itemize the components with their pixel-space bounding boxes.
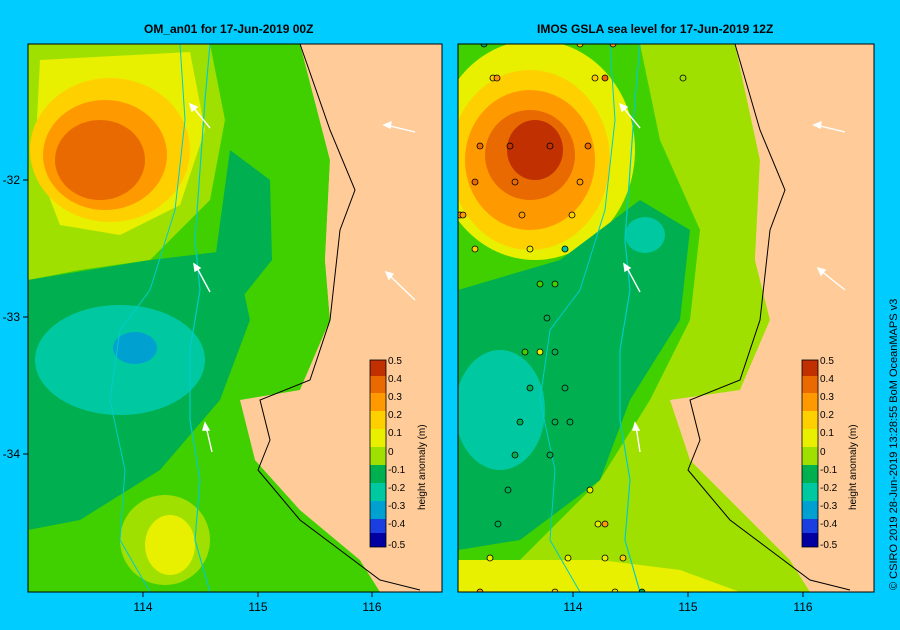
x-tick-label: 114 xyxy=(133,600,152,614)
left-panel-title: OM_an01 for 17-Jun-2019 00Z xyxy=(144,22,314,36)
x-tick-label: 115 xyxy=(678,600,697,614)
colorbar-title: height anomaly (m) xyxy=(417,424,428,510)
x-tick-label: 116 xyxy=(793,600,812,614)
left-map-frame xyxy=(27,43,443,593)
colorbar-tick: -0.2 xyxy=(388,483,406,494)
colorbar-tick: 0.1 xyxy=(388,428,402,439)
colorbar-tick: -0.1 xyxy=(388,465,406,476)
current-vectors xyxy=(188,102,416,453)
right-colorbar: 0.5 0.4 0.3 0.2 0.1 0 -0.1 -0.2 -0.3 -0.… xyxy=(801,356,859,551)
colorbar-tick: -0.4 xyxy=(820,519,838,530)
colorbar-tick: 0.2 xyxy=(820,410,834,421)
colorbar-title: height anomaly (m) xyxy=(848,424,859,510)
colorbar-tick: -0.5 xyxy=(388,540,406,551)
colorbar-tick: 0.1 xyxy=(820,428,834,439)
colorbar-tick: -0.1 xyxy=(820,465,838,476)
colorbar-tick: 0.4 xyxy=(820,374,834,385)
x-tick-label: 116 xyxy=(362,600,381,614)
y-tick-label: -32 xyxy=(3,173,21,187)
colorbar-tick: 0 xyxy=(820,447,826,458)
left-colorbar: 0.5 0.4 0.3 0.2 0.1 0 -0.1 -0.2 -0.3 -0.… xyxy=(369,356,428,551)
observation-points xyxy=(458,44,687,592)
colorbar-tick: 0.5 xyxy=(388,356,402,367)
y-tick-label: -33 xyxy=(3,310,21,324)
colorbar-tick: 0.5 xyxy=(820,356,834,367)
current-vectors xyxy=(618,102,846,453)
colorbar-tick: 0.3 xyxy=(820,392,834,403)
x-tick-label: 115 xyxy=(248,600,267,614)
colorbar-tick: -0.5 xyxy=(820,540,838,551)
colorbar-tick: 0 xyxy=(388,447,394,458)
right-panel-title: IMOS GSLA sea level for 17-Jun-2019 12Z xyxy=(537,22,774,36)
colorbar-tick: -0.2 xyxy=(820,483,838,494)
y-tick-label: -34 xyxy=(3,447,21,461)
colorbar-tick: -0.3 xyxy=(388,501,406,512)
credit-text: © CSIRO 2019 28-Jun-2019 13:28:55 BoM Oc… xyxy=(888,298,900,590)
colorbar-tick: 0.4 xyxy=(388,374,402,385)
colorbar-tick: 0.2 xyxy=(388,410,402,421)
colorbar-tick: 0.3 xyxy=(388,392,402,403)
right-map-frame xyxy=(457,43,875,593)
x-tick-label: 114 xyxy=(563,600,582,614)
colorbar-tick: -0.3 xyxy=(820,501,838,512)
colorbar-tick: -0.4 xyxy=(388,519,406,530)
